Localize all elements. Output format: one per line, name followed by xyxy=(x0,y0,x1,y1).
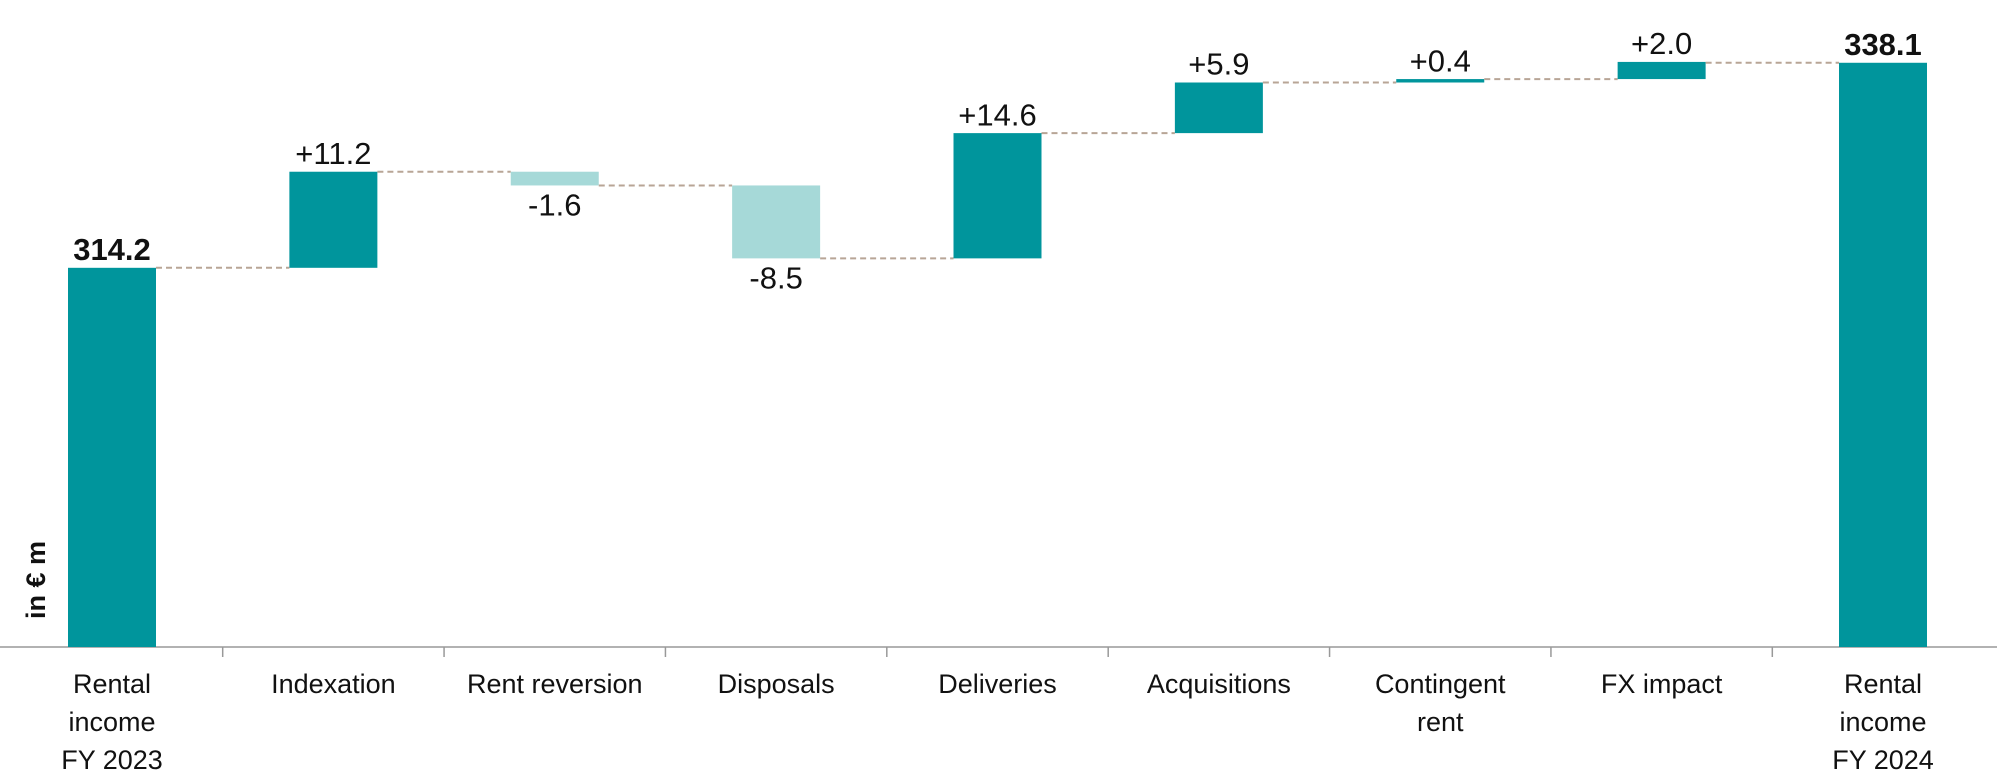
value-label: 338.1 xyxy=(1844,27,1922,62)
bar xyxy=(1839,62,1927,648)
x-tick-label: Contingent rent xyxy=(1374,669,1506,737)
bar xyxy=(1396,79,1485,83)
x-tick-label: Rent reversion xyxy=(466,669,643,699)
value-label: 314.2 xyxy=(73,232,151,267)
bar xyxy=(1617,61,1706,80)
bar xyxy=(510,171,599,186)
value-label: +0.4 xyxy=(1410,43,1471,78)
x-tick-label: FX impact xyxy=(1600,669,1723,699)
bar xyxy=(68,267,156,647)
x-tick-label: Indexation xyxy=(271,669,396,699)
x-tick-label: Deliveries xyxy=(938,669,1057,699)
bar xyxy=(732,185,821,259)
value-label: +11.2 xyxy=(295,136,371,171)
value-label: -8.5 xyxy=(749,261,802,296)
value-label: +2.0 xyxy=(1631,26,1692,61)
value-label: +5.9 xyxy=(1188,47,1249,82)
x-tick-label: Rental income FY 2023 xyxy=(61,669,163,775)
bar xyxy=(289,171,378,268)
x-tick-label: Disposals xyxy=(717,669,835,699)
x-tick-label: Rental income FY 2024 xyxy=(1832,669,1934,775)
bar xyxy=(953,133,1042,259)
y-axis-label: in € m xyxy=(21,541,51,619)
x-tick-label: Acquisitions xyxy=(1146,669,1291,699)
bar xyxy=(1174,82,1263,134)
value-label: +14.6 xyxy=(958,97,1036,132)
value-label: -1.6 xyxy=(528,188,581,223)
